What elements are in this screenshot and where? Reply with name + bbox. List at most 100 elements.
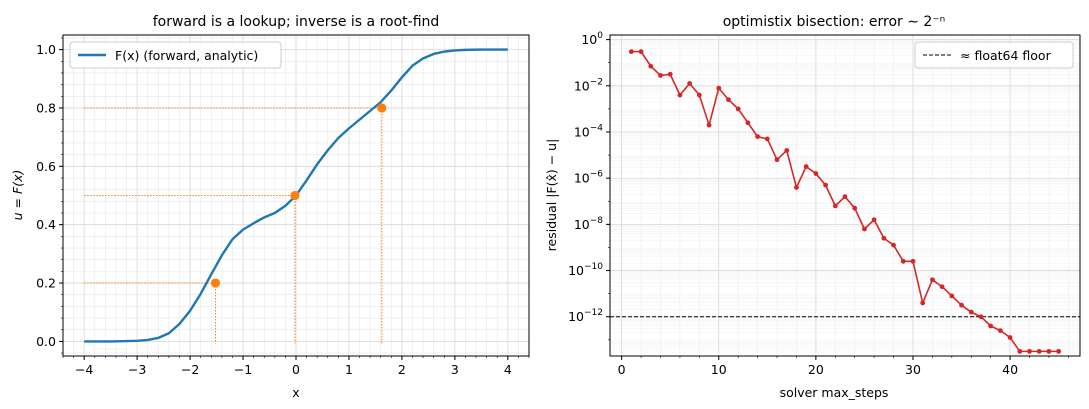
right-chart-title: optimistix bisection: error ∼ 2⁻ⁿ <box>723 14 946 30</box>
left-legend: F(x) (forward, analytic) <box>69 41 282 69</box>
right-series-point <box>959 302 964 308</box>
right-series-point <box>677 92 683 98</box>
right-series-point <box>755 134 761 140</box>
right-series-point <box>658 73 663 78</box>
right-series-point <box>687 81 693 86</box>
left-series <box>84 48 508 343</box>
right-series-line-residual <box>631 50 1059 353</box>
right-series-point <box>891 242 896 248</box>
right-series-point <box>735 106 741 112</box>
left-marker-point <box>290 190 300 201</box>
left-x-axis-label: x <box>292 385 299 400</box>
right-series-point <box>832 203 838 209</box>
right-x-tick-label: 10 <box>711 362 727 377</box>
right-y-ticks: 100 10−2 10−4 10−6 10−8 10−10 10−12 <box>568 31 610 341</box>
right-series-point <box>1036 348 1042 354</box>
right-chart: optimistix bisection: error ∼ 2⁻ⁿ 0 10 20 3… <box>544 14 1081 400</box>
left-x-tick-label: −4 <box>75 362 93 377</box>
right-legend: ≈ float64 floor <box>914 41 1074 69</box>
right-series-point <box>784 148 790 153</box>
right-series-point <box>910 258 916 264</box>
right-y-tick-label: 10−6 <box>574 170 603 186</box>
right-series-point <box>716 85 722 91</box>
left-x-tick-label: 3 <box>451 362 459 377</box>
right-series-point <box>929 277 935 283</box>
left-x-ticks: −4 −3 −2 −1 0 1 2 3 4 <box>62 356 530 377</box>
right-series-point <box>900 258 906 264</box>
right-x-tick-label: 40 <box>1002 362 1018 377</box>
left-markers <box>210 103 387 288</box>
right-y-tick-label: 10−8 <box>574 216 603 232</box>
left-y-ticks: 0.0 0.2 0.4 0.6 0.8 1.0 <box>36 37 63 354</box>
right-series-point <box>638 49 644 55</box>
right-series-point <box>794 185 799 190</box>
left-y-tick-label: 0.0 <box>36 334 56 349</box>
right-legend-box <box>914 41 1074 69</box>
right-series-point <box>871 217 877 223</box>
right-series-point <box>978 314 984 320</box>
right-series-point <box>803 164 809 170</box>
right-series-point <box>920 300 926 306</box>
right-series <box>628 49 1062 354</box>
right-y-tick-label: 10−2 <box>574 77 603 93</box>
right-series-point <box>764 136 770 142</box>
right-y-axis-label: residual |F(x̂) − u| <box>544 139 559 252</box>
left-marker-point <box>377 103 387 113</box>
left-x-tick-label: −2 <box>181 362 199 377</box>
right-series-point <box>1046 348 1052 354</box>
left-guide-lines <box>84 107 383 344</box>
right-series-point <box>862 226 867 232</box>
right-series-point <box>696 92 702 98</box>
right-y-tick-label: 10−12 <box>568 308 603 324</box>
right-x-tick-label: 20 <box>808 362 824 377</box>
right-series-point <box>726 97 731 103</box>
left-y-axis-label: u = F(x) <box>10 170 25 221</box>
right-series-point <box>1056 348 1062 354</box>
left-x-tick-label: 1 <box>345 362 353 377</box>
left-x-tick-label: 0 <box>292 362 300 377</box>
right-series-point <box>842 194 848 200</box>
right-x-ticks: 0 10 20 30 40 <box>618 356 1069 377</box>
right-series-point <box>1007 335 1013 340</box>
right-series-point <box>881 235 887 241</box>
right-series-point <box>997 328 1003 333</box>
left-y-tick-label: 1.0 <box>36 42 56 57</box>
right-series-point <box>1017 348 1023 354</box>
right-x-tick-label: 0 <box>618 362 626 377</box>
left-x-tick-label: 2 <box>398 362 406 377</box>
right-y-tick-label: 10−10 <box>568 262 603 278</box>
right-y-tick-label: 100 <box>581 31 603 47</box>
left-chart-title: forward is a lookup; inverse is a root-f… <box>153 14 440 30</box>
left-x-tick-label: −3 <box>128 362 146 377</box>
left-y-tick-label: 0.2 <box>36 276 56 291</box>
right-y-tick-label: 10−4 <box>574 123 603 139</box>
right-axes-frame <box>609 34 1081 357</box>
right-x-tick-label: 30 <box>905 362 921 377</box>
right-series-point <box>745 120 751 126</box>
left-x-tick-label: 4 <box>504 362 512 377</box>
left-chart: forward is a lookup; inverse is a root-f… <box>10 14 530 400</box>
right-series-point <box>813 171 819 176</box>
left-y-tick-label: 0.6 <box>36 159 56 174</box>
right-series-point <box>949 293 955 299</box>
left-x-tick-label: −1 <box>234 362 252 377</box>
left-marker-point <box>210 278 221 288</box>
right-series-point <box>628 49 634 55</box>
right-series-point <box>706 122 712 128</box>
left-legend-label: F(x) (forward, analytic) <box>115 48 258 63</box>
left-series-line-forward <box>84 48 508 343</box>
left-y-tick-label: 0.8 <box>36 100 56 115</box>
right-series-point <box>988 323 994 329</box>
left-y-tick-label: 0.4 <box>36 217 56 232</box>
right-series-point <box>1027 348 1032 354</box>
right-series-point <box>939 284 945 290</box>
right-x-axis-label: solver max_steps <box>780 385 889 400</box>
right-series-point <box>852 205 858 211</box>
left-legend-box <box>69 41 282 69</box>
right-series-point <box>968 309 974 315</box>
right-series-point <box>667 71 673 77</box>
right-series-point <box>648 63 654 69</box>
right-series-point <box>823 182 828 188</box>
right-legend-label: ≈ float64 floor <box>960 48 1052 63</box>
